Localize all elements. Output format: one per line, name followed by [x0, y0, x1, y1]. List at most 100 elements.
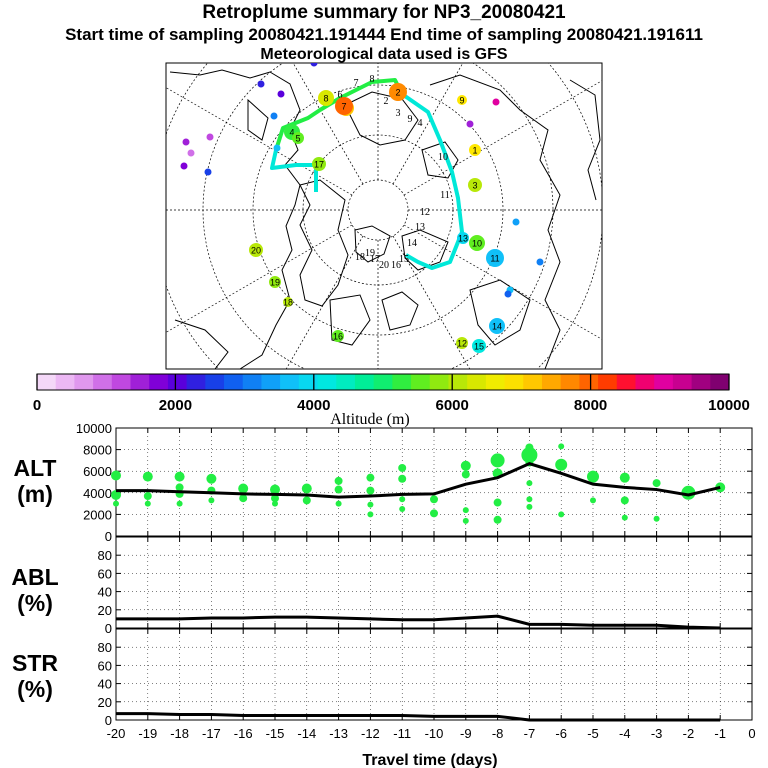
- colorbar-swatch: [616, 374, 636, 390]
- colorbar-tick-label: 8000: [574, 397, 607, 414]
- colorbar-swatch: [93, 374, 113, 390]
- y-tick-label: 40: [98, 677, 112, 692]
- cluster-point-small: [257, 80, 265, 88]
- cluster-point-small: [492, 98, 500, 106]
- meridian-line: [292, 63, 364, 185]
- cluster-point-small: [536, 258, 544, 266]
- meridian-line: [166, 87, 353, 196]
- scatter-point: [558, 443, 565, 450]
- x-tick-label: -10: [425, 726, 444, 741]
- altitude-colorbar: [36, 373, 730, 391]
- colorbar-swatch: [467, 374, 487, 390]
- scatter-point: [652, 479, 661, 488]
- cluster-point-small: [204, 168, 212, 176]
- colorbar-swatch: [149, 374, 169, 390]
- alt-ylabel: ALT (m): [0, 455, 70, 507]
- colorbar-swatch: [654, 374, 674, 390]
- colorbar-tick-label: 0: [33, 397, 41, 414]
- cluster-point-label: 9: [459, 96, 464, 106]
- cluster-point-label: 18: [283, 298, 293, 308]
- scatter-point: [555, 458, 568, 471]
- cluster-point-label: 19: [270, 278, 280, 288]
- scatter-point: [239, 494, 248, 503]
- coastline: [299, 179, 349, 307]
- y-tick-label: 60: [98, 658, 112, 673]
- scatter-point: [144, 500, 151, 507]
- plume-track-cyan: [400, 92, 464, 270]
- y-tick-label: 10000: [76, 421, 112, 436]
- x-tick-label: -2: [683, 726, 695, 741]
- colorbar-swatch: [186, 374, 206, 390]
- plume-cluster-points: 1234567891011121314151617181920: [180, 63, 544, 353]
- colorbar-swatch: [336, 374, 356, 390]
- track-number: 14: [407, 238, 417, 249]
- coastline: [429, 74, 561, 369]
- cluster-point-small: [182, 138, 190, 146]
- scatter-point: [621, 514, 628, 521]
- x-tick-label: -9: [460, 726, 472, 741]
- cluster-point: [489, 318, 505, 334]
- cluster-point-small: [206, 133, 214, 141]
- cluster-point-label: 5: [295, 134, 300, 144]
- chart-title: Retroplume summary for NP3_20080421: [202, 2, 566, 23]
- track-number: 8: [370, 74, 375, 85]
- meridian-line: [392, 63, 464, 185]
- y-tick-label: 0: [105, 529, 112, 544]
- colorbar-swatch: [710, 374, 730, 390]
- cluster-point: [486, 249, 504, 267]
- scatter-point: [490, 453, 505, 468]
- x-tick-label: -17: [202, 726, 221, 741]
- x-tick-label: -20: [107, 726, 126, 741]
- colorbar-swatch: [55, 374, 75, 390]
- scatter-point: [238, 483, 249, 494]
- scatter-point: [366, 486, 375, 495]
- scatter-point: [398, 474, 407, 483]
- abl-ylabel-line1: ABL: [11, 564, 59, 590]
- scatter-point: [619, 472, 630, 483]
- cluster-point: [292, 132, 304, 144]
- series-line: [116, 712, 721, 722]
- cluster-point-label: 20: [251, 246, 261, 256]
- scatter-point: [526, 503, 533, 510]
- cluster-point: [389, 83, 407, 101]
- y-tick-label: 0: [105, 713, 112, 728]
- cluster-point: [332, 330, 344, 342]
- scatter-point: [367, 511, 374, 518]
- scatter-point: [272, 500, 278, 507]
- abl-ylabel: ABL (%): [0, 564, 70, 616]
- panel-frame: [115, 628, 753, 721]
- cluster-point-small: [277, 90, 285, 98]
- coastline: [401, 229, 449, 271]
- colorbar-swatch: [261, 374, 281, 390]
- y-tick-label: 80: [98, 640, 112, 655]
- scatter-point: [587, 470, 599, 483]
- str-ylabel-line1: STR: [12, 650, 58, 676]
- scatter-point: [367, 501, 374, 508]
- scatter-point: [301, 483, 312, 494]
- track-number: 7: [354, 78, 359, 89]
- colorbar-swatch: [598, 374, 618, 390]
- panel-abl: 0 20 40 60 80: [98, 536, 753, 636]
- y-tick-label: 8000: [83, 443, 112, 458]
- colorbar-swatch: [354, 374, 375, 390]
- coastline: [247, 98, 269, 141]
- y-tick-label: 4000: [83, 486, 112, 501]
- colorbar-swatch: [373, 374, 393, 390]
- track-number: 4: [418, 118, 423, 129]
- cluster-point: [249, 243, 263, 257]
- colorbar-swatch: [411, 374, 431, 390]
- y-tick-label: 6000: [83, 464, 112, 479]
- cluster-point: [469, 235, 485, 251]
- colorbar-swatch: [224, 374, 244, 390]
- colorbar-swatch: [205, 374, 225, 390]
- scatter-point: [460, 460, 471, 471]
- scatter-point: [493, 498, 502, 507]
- cluster-point-small: [310, 63, 318, 67]
- colorbar-swatch: [579, 374, 599, 390]
- meridian-line: [166, 224, 353, 333]
- cluster-point-label: 16: [333, 332, 343, 342]
- colorbar-swatch: [167, 374, 188, 390]
- colorbar-ticks: 0 2000 4000 6000 8000 10000: [33, 374, 750, 414]
- scatter-point: [302, 496, 311, 505]
